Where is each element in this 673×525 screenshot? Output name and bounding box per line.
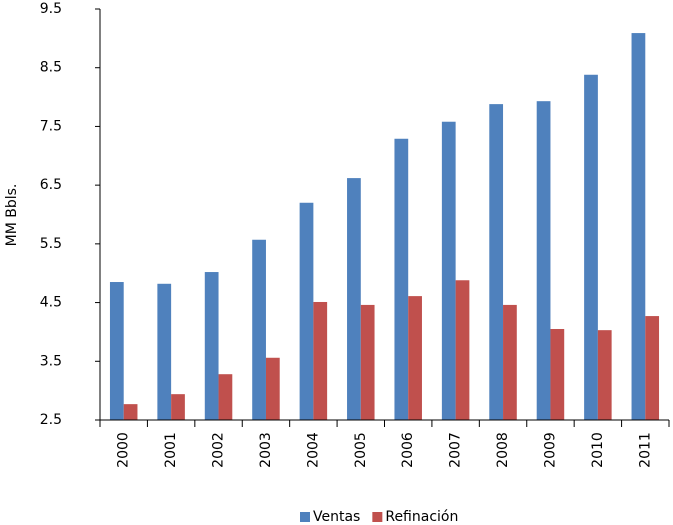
y-tick-label: 9.5 — [40, 1, 62, 17]
y-tick-label: 8.5 — [40, 60, 62, 76]
bar — [597, 330, 612, 420]
y-tick-label: 7.5 — [40, 118, 62, 134]
legend-label: Refinación — [385, 509, 458, 525]
y-tick-label: 5.5 — [40, 236, 62, 252]
x-tick-label: 2010 — [590, 432, 606, 468]
bar — [455, 280, 470, 420]
x-tick-label: 2000 — [116, 432, 132, 468]
bar — [631, 33, 646, 421]
y-tick-label: 6.5 — [40, 177, 62, 193]
x-tick-label: 2008 — [495, 432, 511, 468]
bar — [441, 121, 456, 420]
y-tick-label: 4.5 — [40, 295, 62, 311]
bar — [584, 74, 598, 420]
x-tick-label: 2003 — [258, 432, 274, 468]
bar — [171, 394, 185, 420]
x-tick-label: 2004 — [305, 432, 321, 468]
y-axis-label: MM Bbls. — [4, 184, 20, 247]
bar — [408, 296, 422, 420]
x-tick-label: 2001 — [163, 432, 179, 468]
bar — [157, 283, 172, 420]
bar — [645, 316, 660, 420]
bar — [503, 304, 517, 420]
x-tick-label: 2006 — [400, 432, 416, 468]
y-tick-label: 3.5 — [40, 353, 62, 369]
x-tick-label: 2009 — [542, 432, 558, 468]
x-tick-label: 2011 — [637, 432, 653, 468]
bar — [313, 301, 328, 420]
bar — [123, 404, 138, 420]
bar — [299, 202, 314, 420]
bar — [489, 104, 504, 421]
bar — [218, 374, 233, 420]
legend-swatch — [300, 512, 310, 522]
x-tick-label: 2007 — [448, 432, 464, 468]
y-tick-label: 2.5 — [40, 412, 62, 428]
bar — [394, 138, 409, 420]
bar — [360, 304, 375, 420]
legend-swatch — [372, 512, 383, 522]
bar — [204, 272, 219, 420]
bar — [550, 328, 565, 420]
legend-label: Ventas — [313, 509, 360, 525]
x-tick-label: 2005 — [353, 432, 369, 468]
bar — [536, 101, 551, 420]
x-tick-label: 2002 — [211, 432, 227, 468]
bar — [109, 282, 124, 420]
bar — [265, 357, 280, 420]
bar — [347, 178, 361, 420]
bar — [252, 239, 266, 420]
